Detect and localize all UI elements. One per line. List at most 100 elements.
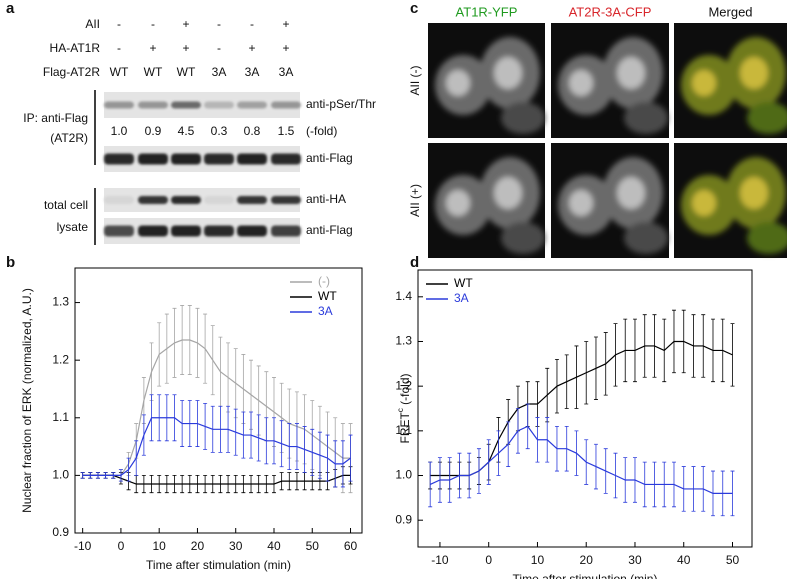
cell xyxy=(624,222,668,254)
micrograph xyxy=(551,143,669,258)
blot-band xyxy=(237,101,267,109)
y-axis-label: Nuclear fraction of ERK (normalized, A.U… xyxy=(20,288,34,513)
condition-label: HA-AT1R xyxy=(50,41,101,55)
condition-cell: - xyxy=(217,17,221,31)
series-line xyxy=(429,425,733,494)
y-axis-label-suffix: (-fold) xyxy=(398,373,412,408)
y-tick-label: 1.2 xyxy=(395,378,412,392)
panel-letter: d xyxy=(410,254,419,271)
blot-band xyxy=(104,196,134,204)
condition-cell: + xyxy=(248,41,255,55)
condition-cell: + xyxy=(149,41,156,55)
ip-label: (AT2R) xyxy=(50,131,88,145)
x-tick-label: 10 xyxy=(153,539,167,553)
x-tick-label: 0 xyxy=(485,553,492,567)
condition-cell: 3A xyxy=(279,65,294,79)
cell xyxy=(747,102,787,134)
cell xyxy=(501,102,545,134)
blot-band xyxy=(104,153,134,165)
blot-band xyxy=(237,153,267,165)
nucleus xyxy=(740,177,768,209)
blot-band xyxy=(204,153,234,165)
x-tick-label: 30 xyxy=(229,539,243,553)
blot-band xyxy=(237,225,267,237)
micrograph xyxy=(674,143,787,258)
y-axis-label: FRETc (-fold) xyxy=(396,373,412,443)
micrograph xyxy=(551,23,669,138)
blot-strip xyxy=(104,146,300,172)
condition-cell: - xyxy=(117,17,121,31)
fold-value: 0.9 xyxy=(145,124,162,138)
blot-band xyxy=(204,225,234,237)
fold-value: 4.5 xyxy=(178,124,195,138)
cells xyxy=(681,157,787,254)
blot-band xyxy=(171,101,201,109)
image-row-label: AII (+) xyxy=(408,184,422,217)
legend-label: (-) xyxy=(318,274,330,288)
cells xyxy=(558,157,668,254)
series-line xyxy=(82,339,351,476)
nucleus xyxy=(692,190,716,216)
x-tick-label: -10 xyxy=(431,553,449,567)
nucleus xyxy=(692,70,716,96)
blot-band xyxy=(138,225,168,237)
y-tick-label: 1.0 xyxy=(52,468,69,482)
cell xyxy=(747,222,787,254)
condition-cell: + xyxy=(282,17,289,31)
blot-band xyxy=(271,153,301,165)
y-axis-label-main: Nuclear fraction of ERK (normalized, A.U… xyxy=(20,288,34,513)
condition-cell: WT xyxy=(177,65,196,79)
micrograph xyxy=(674,23,787,138)
panel-letter: c xyxy=(410,0,418,17)
series-line xyxy=(430,340,733,477)
fold-value: 1.5 xyxy=(278,124,295,138)
panel-letter: a xyxy=(6,0,15,17)
condition-cell: + xyxy=(182,41,189,55)
condition-cell: - xyxy=(151,17,155,31)
legend-label: 3A xyxy=(454,291,469,305)
x-tick-label: 10 xyxy=(531,553,545,567)
condition-cell: WT xyxy=(110,65,129,79)
nucleus xyxy=(446,70,470,96)
y-tick-label: 1.1 xyxy=(52,410,69,424)
fold-value: 1.0 xyxy=(111,124,128,138)
condition-cell: 3A xyxy=(212,65,227,79)
y-tick-label: 0.9 xyxy=(395,512,412,526)
condition-label: Flag-AT2R xyxy=(43,65,100,79)
x-tick-label: 20 xyxy=(191,539,205,553)
x-tick-label: -10 xyxy=(74,539,92,553)
blot-band xyxy=(204,196,234,204)
legend-label: WT xyxy=(454,276,473,290)
micrograph xyxy=(428,143,545,258)
nucleus xyxy=(494,57,522,89)
nucleus xyxy=(569,70,593,96)
x-axis-label: Time after stimulation (min) xyxy=(513,572,658,579)
error-bar xyxy=(80,472,85,479)
condition-cell: + xyxy=(282,41,289,55)
blot-band xyxy=(171,153,201,165)
nucleus xyxy=(569,190,593,216)
cells xyxy=(435,157,545,254)
blot-band xyxy=(138,101,168,109)
condition-cell: - xyxy=(117,41,121,55)
legend-label: 3A xyxy=(318,304,333,318)
x-axis-label: Time after stimulation (min) xyxy=(146,558,291,572)
condition-label: AII xyxy=(85,17,100,31)
blot-band xyxy=(138,196,168,204)
blot-band xyxy=(104,101,134,109)
x-tick-label: 50 xyxy=(306,539,320,553)
fold-value: 0.8 xyxy=(244,124,261,138)
blot-band xyxy=(271,196,301,204)
y-axis-label-sup: c xyxy=(396,408,405,412)
lysate-label: lysate xyxy=(57,220,89,234)
blot-strip xyxy=(104,218,300,244)
fold-unit: (-fold) xyxy=(306,124,337,138)
panel-letter: b xyxy=(6,254,15,271)
condition-cell: WT xyxy=(144,65,163,79)
x-tick-label: 20 xyxy=(580,553,594,567)
nucleus xyxy=(740,57,768,89)
x-tick-label: 40 xyxy=(677,553,691,567)
blot-band xyxy=(171,196,201,204)
nucleus xyxy=(617,177,645,209)
